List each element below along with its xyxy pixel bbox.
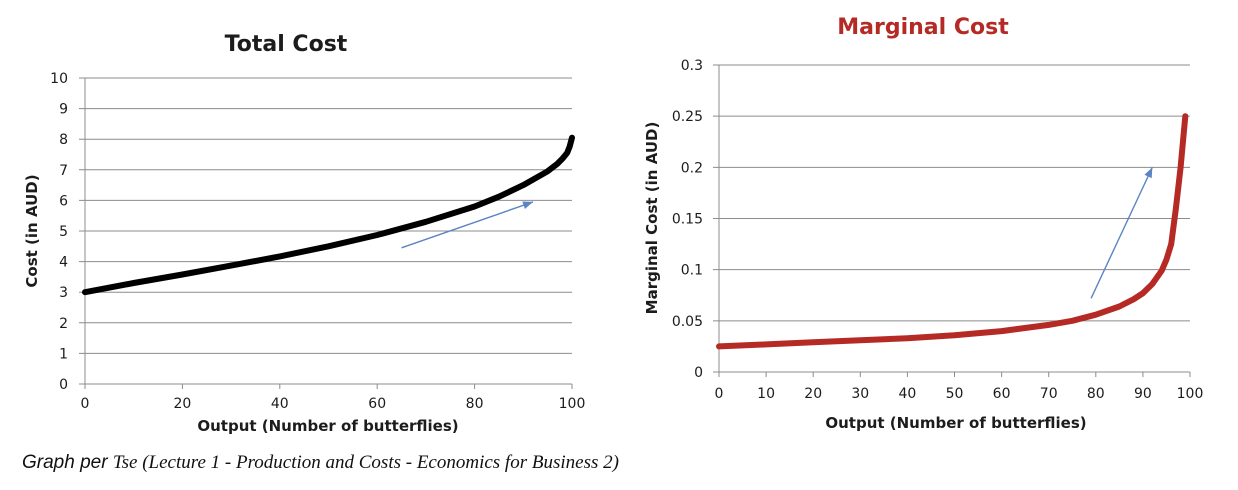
x-tick-label: 20 — [173, 396, 191, 412]
total-cost-curve — [82, 134, 575, 296]
y-tick-label: 0 — [694, 365, 703, 381]
y-tick-label: 9 — [59, 102, 68, 118]
y-tick-label: 0.15 — [672, 212, 703, 228]
x-tick-label: 100 — [1177, 386, 1204, 402]
x-tick-label: 30 — [851, 386, 869, 402]
y-axis-label: Cost (in AUD) — [23, 174, 41, 287]
y-tick-label: 0 — [59, 377, 68, 393]
marginal-cost-chart: Marginal Cost 0 0.05 0.1 0.15 0.2 0.25 0.3 0 10… — [643, 15, 1204, 432]
y-tick-labels: 0 1 2 3 4 5 6 7 8 9 10 — [50, 71, 68, 393]
x-tick-label: 100 — [559, 396, 586, 412]
x-tick-label: 0 — [81, 396, 90, 412]
grid-lines — [79, 77, 573, 389]
x-axis-label: Output (Number of butterflies) — [825, 414, 1086, 432]
y-tick-label: 5 — [59, 224, 68, 240]
y-tick-label: 2 — [59, 316, 68, 332]
chart-title: Total Cost — [225, 32, 348, 57]
trend-arrow — [1090, 167, 1153, 299]
marginal-cost-curve — [716, 113, 1189, 350]
y-tick-label: 0.1 — [681, 263, 703, 279]
x-tick-label: 40 — [271, 396, 289, 412]
y-tick-label: 6 — [59, 193, 68, 209]
x-tick-label: 80 — [466, 396, 484, 412]
y-tick-label: 1 — [59, 346, 68, 362]
trend-arrow — [401, 201, 534, 249]
y-tick-label: 0.3 — [681, 58, 703, 74]
y-tick-label: 8 — [59, 132, 68, 148]
y-tick-label: 10 — [50, 71, 68, 87]
x-tick-label: 90 — [1134, 386, 1152, 402]
caption-source: Tse (Lecture 1 - Production and Costs - … — [112, 452, 619, 473]
y-tick-label: 0.2 — [681, 160, 703, 176]
total-cost-chart: Total Cost 0 1 2 3 4 5 6 7 8 9 10 0 20 40 60 80 100 Out… — [23, 32, 586, 435]
y-tick-labels: 0 0.05 0.1 0.15 0.2 0.25 0.3 — [672, 58, 703, 381]
x-tick-labels: 0 10 20 30 40 50 60 70 80 90 100 — [715, 386, 1204, 402]
x-tick-label: 10 — [757, 386, 775, 402]
y-axis-label: Marginal Cost (in AUD) — [643, 122, 661, 315]
x-tick-label: 70 — [1040, 386, 1058, 402]
x-tick-label: 60 — [993, 386, 1011, 402]
x-tick-label: 60 — [368, 396, 386, 412]
x-tick-label: 40 — [898, 386, 916, 402]
y-tick-label: 0.05 — [672, 314, 703, 330]
arrow-shaft — [1090, 167, 1153, 299]
arrow-head — [1144, 167, 1153, 179]
figure-caption: Graph per Tse (Lecture 1 - Production an… — [22, 452, 619, 474]
chart-title: Marginal Cost — [837, 15, 1009, 40]
y-tick-label: 0.25 — [672, 109, 703, 125]
x-axis-label: Output (Number of butterflies) — [197, 417, 458, 435]
x-tick-labels: 0 20 40 60 80 100 — [81, 396, 586, 412]
x-tick-label: 0 — [715, 386, 724, 402]
arrow-shaft — [401, 201, 534, 249]
y-tick-label: 7 — [59, 163, 68, 179]
y-tick-label: 4 — [59, 255, 68, 271]
y-tick-label: 3 — [59, 285, 68, 301]
arrow-head — [522, 201, 534, 210]
grid-lines — [713, 64, 1191, 377]
x-tick-label: 50 — [946, 386, 964, 402]
x-tick-label: 80 — [1087, 386, 1105, 402]
caption-lead: Graph per — [22, 452, 108, 473]
x-tick-label: 20 — [804, 386, 822, 402]
